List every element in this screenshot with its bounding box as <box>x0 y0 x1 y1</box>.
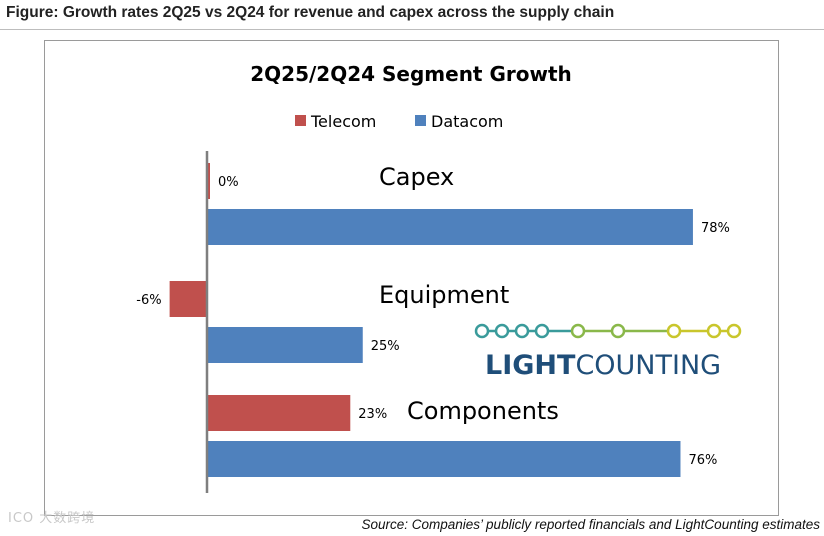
category-label-equipment: Equipment <box>379 281 509 309</box>
logo-chain-icon <box>474 323 742 339</box>
data-label-datacom-equipment: 25% <box>371 339 400 354</box>
logo-chain-node <box>706 323 722 339</box>
logo-text: LIGHTCOUNTING <box>485 350 721 381</box>
logo-chain-node <box>514 323 530 339</box>
legend-swatch-datacom <box>415 115 426 126</box>
segment-growth-chart: 2Q25/2Q24 Segment Growth Telecom Datacom … <box>136 62 742 493</box>
chart-title: 2Q25/2Q24 Segment Growth <box>250 62 572 86</box>
data-label-telecom-capex: 0% <box>218 175 239 190</box>
bar-telecom-equipment <box>169 281 207 317</box>
logo-chain-node <box>666 323 682 339</box>
category-label-capex: Capex <box>379 163 454 191</box>
data-label-telecom-equipment: -6% <box>136 293 161 308</box>
bar-datacom-equipment <box>207 327 363 363</box>
legend-label-datacom: Datacom <box>431 112 503 131</box>
logo-text-counting: COUNTING <box>575 350 721 381</box>
watermark: ICO 大数跨境 <box>8 511 96 526</box>
bar-datacom-components <box>207 441 681 477</box>
caption-divider <box>0 29 824 30</box>
chart-frame: 2Q25/2Q24 Segment Growth Telecom Datacom … <box>44 40 779 516</box>
data-label-datacom-capex: 78% <box>701 221 730 236</box>
category-label-components: Components <box>407 397 559 425</box>
category-capex: 0% 78% Capex <box>207 163 730 245</box>
chart-legend: Telecom Datacom <box>295 112 503 131</box>
bar-group: 0% 78% Capex -6% 25% Equipment 23% 76% Component… <box>136 163 730 477</box>
bar-datacom-capex <box>207 209 693 245</box>
data-label-telecom-components: 23% <box>358 407 387 422</box>
logo-chain-node <box>534 323 550 339</box>
category-components: 23% 76% Components <box>207 395 717 477</box>
figure-caption: Figure: Growth rates 2Q25 vs 2Q24 for re… <box>6 4 615 21</box>
logo-chain-node <box>570 323 586 339</box>
logo-chain-node <box>494 323 510 339</box>
bar-telecom-components <box>207 395 351 431</box>
lightcounting-logo: LIGHTCOUNTING <box>474 323 742 381</box>
legend-label-telecom: Telecom <box>310 112 376 131</box>
logo-chain-node <box>474 323 490 339</box>
data-label-datacom-components: 76% <box>688 453 717 468</box>
category-equipment: -6% 25% Equipment <box>136 281 509 363</box>
legend-swatch-telecom <box>295 115 306 126</box>
logo-chain-node <box>610 323 626 339</box>
logo-chain-node <box>726 323 742 339</box>
bar-telecom-capex <box>207 163 210 199</box>
logo-text-light: LIGHT <box>485 350 576 381</box>
source-note: Source: Companies’ publicly reported fin… <box>361 517 820 532</box>
